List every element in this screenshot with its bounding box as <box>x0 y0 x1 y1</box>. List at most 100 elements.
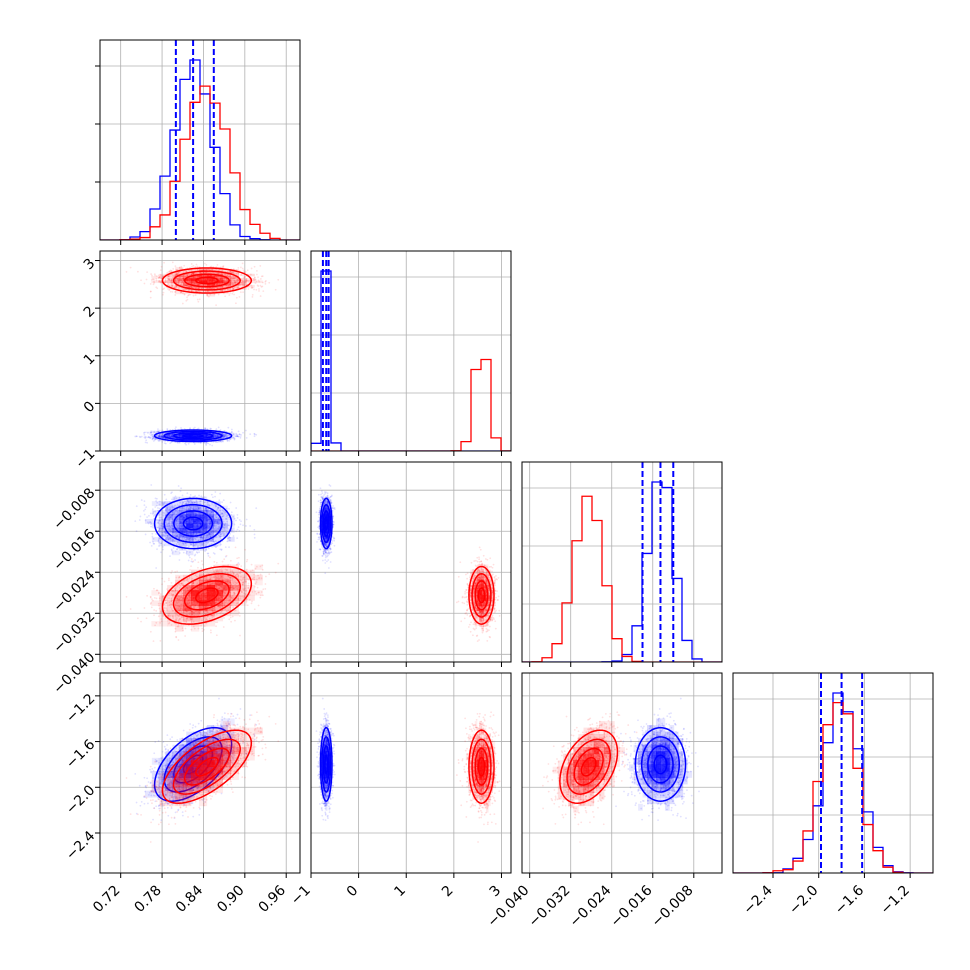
sample-point <box>224 434 227 436</box>
sample-point <box>209 272 212 275</box>
sample-point <box>167 434 170 436</box>
sample-point <box>183 264 186 267</box>
density-cell <box>213 433 221 436</box>
sample-point <box>216 263 219 266</box>
density-cell <box>165 435 173 438</box>
sample-point <box>213 434 216 437</box>
sample-point <box>206 294 208 296</box>
sample-point <box>227 426 230 429</box>
sample-point <box>196 298 199 301</box>
sample-point <box>152 283 155 286</box>
sample-point <box>158 435 161 438</box>
sample-point <box>149 512 152 515</box>
sample-point <box>260 286 263 288</box>
histogram-panel-1 <box>311 251 511 451</box>
sample-point <box>255 288 258 291</box>
contour-line <box>163 430 223 441</box>
sample-point <box>211 444 214 447</box>
sample-point <box>207 552 210 555</box>
sample-point <box>178 441 181 444</box>
sample-point <box>221 437 224 439</box>
sample-point <box>135 530 138 532</box>
sample-point <box>143 436 146 439</box>
density-cell <box>151 280 160 284</box>
sample-point <box>255 269 258 272</box>
sample-point <box>174 441 177 444</box>
sample-point <box>140 435 143 438</box>
sample-point <box>162 432 165 435</box>
sample-point <box>171 274 174 277</box>
sample-point <box>157 440 160 442</box>
sample-point <box>153 436 156 439</box>
density-cell <box>186 434 194 437</box>
sample-point <box>160 436 163 439</box>
density-cell <box>220 435 228 438</box>
sample-point <box>219 440 222 443</box>
panel-frame-0-0 <box>99 39 301 241</box>
sample-point <box>228 535 231 537</box>
panel-frame-1-1 <box>310 250 512 452</box>
sample-point <box>157 428 159 431</box>
sample-point <box>143 513 146 516</box>
sample-point <box>143 431 146 434</box>
sample-point <box>238 433 241 436</box>
sample-point <box>236 281 239 284</box>
sample-point <box>237 435 240 438</box>
sample-point <box>199 442 202 444</box>
sample-point <box>168 435 171 438</box>
sample-point <box>212 433 215 436</box>
contour-line <box>173 432 214 440</box>
sample-point <box>214 433 217 436</box>
density-cell <box>165 438 173 441</box>
sample-point <box>185 299 188 302</box>
sample-point <box>229 438 232 440</box>
density-cell <box>144 431 153 433</box>
sample-point <box>204 427 207 430</box>
sample-point <box>155 277 158 280</box>
sample-point <box>192 264 195 267</box>
sample-point <box>155 286 158 289</box>
sample-point <box>205 444 208 446</box>
sample-point <box>161 436 164 439</box>
sample-point <box>144 435 147 438</box>
sample-point <box>166 435 169 438</box>
sample-point <box>187 294 189 297</box>
sample-point <box>235 435 237 438</box>
density-cell <box>213 440 221 443</box>
sample-point <box>214 435 217 437</box>
sample-point <box>235 519 237 522</box>
sample-point <box>189 494 192 496</box>
sample-point <box>214 435 217 438</box>
sample-point <box>188 556 191 559</box>
sample-point <box>169 442 172 445</box>
sample-point <box>240 266 242 269</box>
sample-point <box>225 434 227 437</box>
sample-point <box>157 439 159 441</box>
sample-point <box>154 506 157 508</box>
sample-point <box>203 262 206 265</box>
sample-point <box>144 441 147 444</box>
grid-lines-0-0 <box>100 40 300 240</box>
sample-point <box>221 432 224 435</box>
sample-point <box>214 491 217 493</box>
sample-point <box>168 289 171 291</box>
sample-point <box>168 435 171 438</box>
sample-point <box>165 434 168 437</box>
sample-point <box>236 528 239 531</box>
sample-point <box>163 261 165 264</box>
sample-point <box>212 433 215 436</box>
sample-point <box>155 567 158 569</box>
sample-point <box>228 275 231 278</box>
scatter-panel-2-0 <box>125 484 280 643</box>
sample-point <box>222 436 225 438</box>
sample-point <box>129 266 132 269</box>
sample-point <box>196 265 199 268</box>
sample-point <box>235 296 238 299</box>
sample-point <box>213 434 216 437</box>
sample-point <box>214 436 217 439</box>
sample-point <box>138 435 141 438</box>
sample-point <box>244 270 247 273</box>
sample-point <box>180 426 182 429</box>
sample-point <box>217 293 220 296</box>
sample-point <box>174 294 177 296</box>
